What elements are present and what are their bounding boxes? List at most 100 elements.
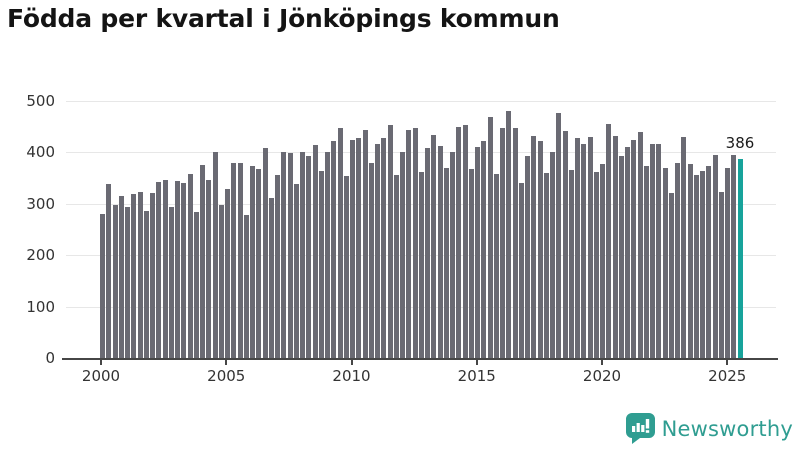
bar <box>350 140 355 358</box>
gridline <box>66 152 776 154</box>
x-axis-tick <box>100 360 102 365</box>
bar <box>543 173 549 358</box>
bar <box>650 144 655 358</box>
bar <box>231 162 237 358</box>
y-axis-tick-label: 0 <box>45 349 55 367</box>
bar <box>481 141 487 358</box>
bar <box>587 136 593 358</box>
x-axis-tick <box>350 360 353 365</box>
newsworthy-logo: Newsworthy <box>625 413 793 444</box>
bar <box>425 147 430 358</box>
bar <box>212 152 218 358</box>
bar <box>275 174 280 358</box>
bar <box>131 193 137 358</box>
bar <box>193 211 199 358</box>
bar <box>500 127 505 358</box>
x-axis-tick <box>601 360 603 365</box>
x-axis-tick <box>475 360 478 365</box>
bar <box>368 162 374 358</box>
bar <box>418 172 424 358</box>
x-axis-tick-label: 2005 <box>207 367 246 385</box>
bar <box>700 170 705 358</box>
logo-text: Newsworthy <box>661 416 793 441</box>
bar <box>393 174 399 358</box>
bar <box>100 213 105 358</box>
bar <box>450 152 455 358</box>
y-axis-tick-label: 500 <box>26 91 55 110</box>
bar <box>281 152 287 358</box>
bar <box>531 135 537 358</box>
bar <box>618 155 624 358</box>
bar <box>718 191 724 358</box>
bar <box>381 137 387 358</box>
highlight-value-label: 386 <box>725 134 755 153</box>
x-axis-tick-label: 2025 <box>708 367 747 385</box>
bar <box>600 163 605 358</box>
bar <box>225 189 230 358</box>
bar <box>731 155 737 358</box>
x-axis-tick-label: 2015 <box>457 367 496 385</box>
bar <box>668 193 674 358</box>
bar <box>631 139 637 358</box>
bar <box>568 169 574 358</box>
bar <box>306 156 312 358</box>
y-axis-tick-label: 200 <box>26 246 55 265</box>
bar <box>387 124 393 358</box>
bar <box>243 214 249 358</box>
bar <box>118 196 124 358</box>
bar <box>468 168 474 358</box>
bar <box>312 144 318 358</box>
bar <box>356 138 362 358</box>
bar <box>168 206 174 358</box>
bar <box>606 124 612 358</box>
bar <box>125 206 130 358</box>
bar <box>475 147 480 358</box>
bar <box>400 151 405 358</box>
chart-title: Födda per kvartal i Jönköpings kommun <box>7 4 560 33</box>
bar <box>593 172 599 358</box>
bar <box>550 152 555 358</box>
bar <box>643 166 649 358</box>
bar <box>562 131 568 358</box>
bar <box>268 197 274 358</box>
gridline <box>66 100 776 102</box>
bar <box>293 183 299 358</box>
bar <box>287 153 293 358</box>
bar <box>675 162 680 358</box>
bar <box>156 181 162 358</box>
highlighted-bar <box>737 159 743 358</box>
bar <box>512 127 518 358</box>
x-axis-tick-label: 2000 <box>81 367 121 385</box>
bar <box>443 167 449 358</box>
bar <box>337 127 343 358</box>
bar <box>537 140 543 358</box>
bar <box>493 173 499 358</box>
bar <box>581 144 587 358</box>
bar <box>487 116 493 358</box>
bar <box>662 167 668 358</box>
bar <box>181 182 187 358</box>
bar <box>150 193 155 358</box>
bar <box>575 137 580 358</box>
bar <box>725 168 730 358</box>
bar <box>343 175 349 358</box>
bar <box>175 180 180 358</box>
bar <box>637 132 643 358</box>
bar <box>462 124 468 358</box>
bar <box>506 111 512 358</box>
x-axis-line <box>62 358 778 360</box>
bar <box>456 127 462 358</box>
bar <box>206 179 212 358</box>
bar <box>656 144 662 358</box>
x-axis-tick-label: 2020 <box>582 367 622 385</box>
bar <box>412 127 418 358</box>
bar <box>431 134 437 358</box>
bar <box>187 173 193 358</box>
bar <box>256 168 262 358</box>
bar <box>325 151 330 358</box>
bar <box>518 182 524 358</box>
bar <box>112 205 118 358</box>
bar <box>318 170 324 358</box>
bar <box>712 155 718 358</box>
